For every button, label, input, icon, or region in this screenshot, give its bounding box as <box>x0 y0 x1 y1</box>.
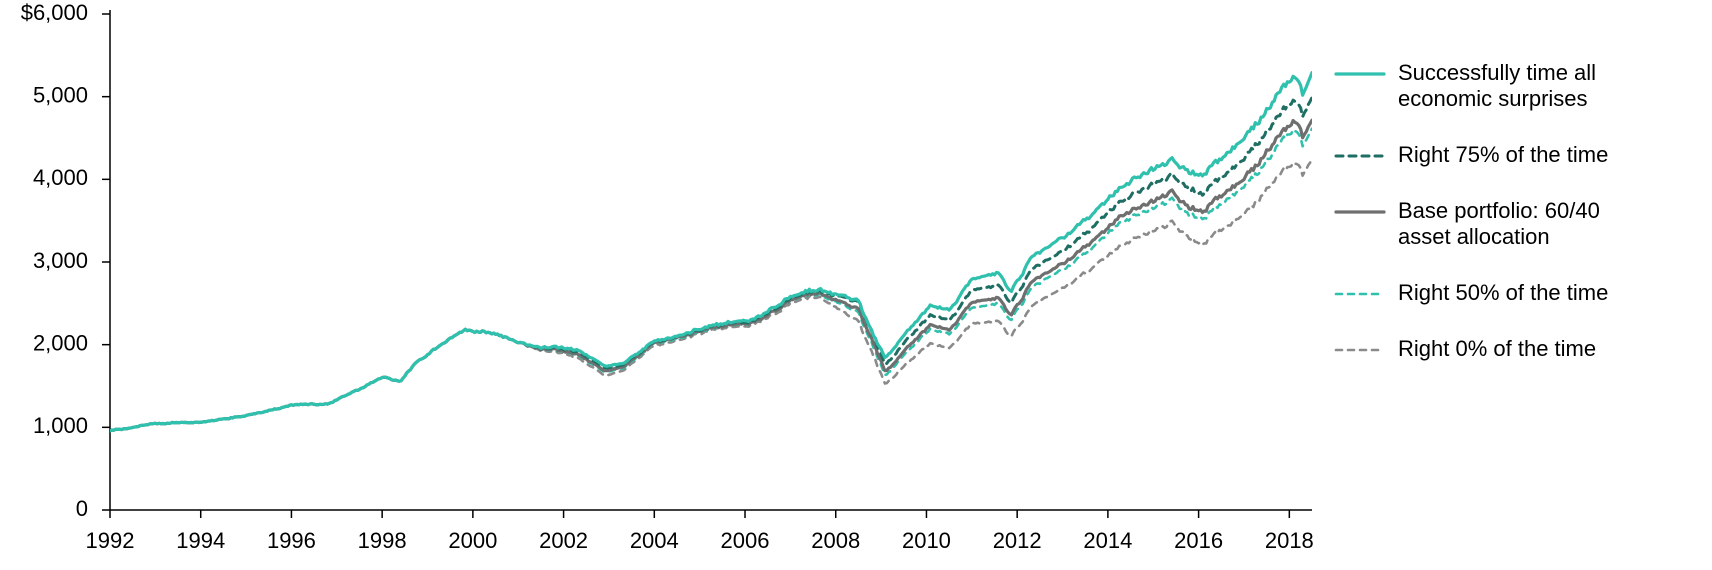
y-tick-label: 3,000 <box>33 248 88 273</box>
x-tick-label: 2016 <box>1174 528 1223 553</box>
x-tick-label: 2014 <box>1083 528 1132 553</box>
y-tick-label: 4,000 <box>33 165 88 190</box>
x-tick-label: 1998 <box>358 528 407 553</box>
legend: Successfully time alleconomic surprises R… <box>1336 60 1608 361</box>
axes: 0 1,000 2,000 3,000 4,000 5,000 $6,000 1992 1994… <box>21 0 1314 553</box>
legend-label: Successfully time all <box>1398 60 1596 85</box>
legend-label: economic surprises <box>1398 86 1588 111</box>
series-group <box>110 73 1312 431</box>
legend-label: Right 75% of the time <box>1398 142 1608 167</box>
x-tick-label: 2004 <box>630 528 679 553</box>
x-tick-label: 2012 <box>993 528 1042 553</box>
x-tick-label: 2018 <box>1265 528 1314 553</box>
x-tick-label: 1994 <box>176 528 225 553</box>
x-tick-label: 2000 <box>448 528 497 553</box>
y-tick-label: 2,000 <box>33 330 88 355</box>
portfolio-growth-chart: 0 1,000 2,000 3,000 4,000 5,000 $6,000 1992 1994… <box>0 0 1712 570</box>
chart-svg: 0 1,000 2,000 3,000 4,000 5,000 $6,000 1992 1994… <box>0 0 1712 570</box>
legend-label: Right 50% of the time <box>1398 280 1608 305</box>
x-tick-label: 2006 <box>721 528 770 553</box>
legend-label: Right 0% of the time <box>1398 336 1596 361</box>
x-tick-label: 2010 <box>902 528 951 553</box>
y-tick-label: 5,000 <box>33 82 88 107</box>
legend-label: asset allocation <box>1398 224 1550 249</box>
series-s_75 <box>110 97 1312 431</box>
series-s_0 <box>110 159 1312 431</box>
y-tick-label: $6,000 <box>21 0 88 25</box>
x-tick-label: 1996 <box>267 528 316 553</box>
x-tick-label: 2008 <box>811 528 860 553</box>
series-s_all <box>110 73 1312 431</box>
series-s_50 <box>110 129 1312 431</box>
y-tick-label: 1,000 <box>33 413 88 438</box>
x-tick-label: 1992 <box>86 528 135 553</box>
series-s_base <box>110 120 1312 431</box>
x-tick-label: 2002 <box>539 528 588 553</box>
legend-label: Base portfolio: 60/40 <box>1398 198 1600 223</box>
y-tick-label: 0 <box>76 496 88 521</box>
